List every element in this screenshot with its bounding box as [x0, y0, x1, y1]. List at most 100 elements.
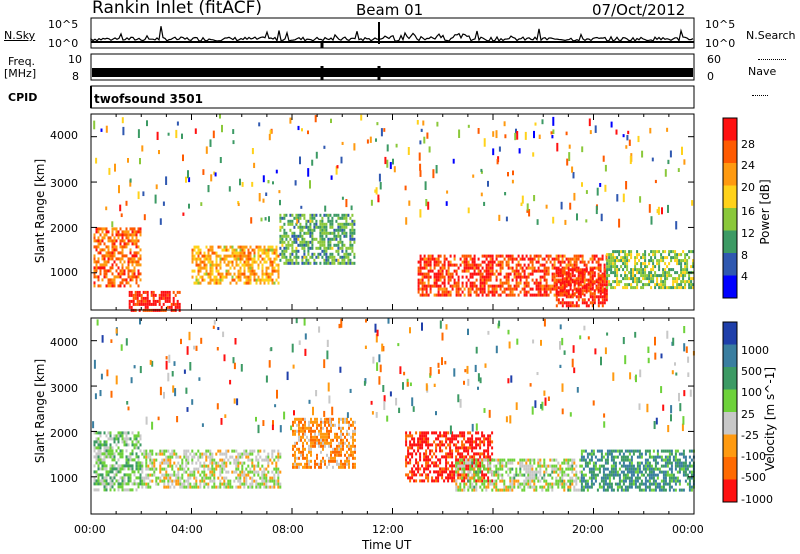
power-echo-cell	[525, 266, 528, 270]
power-echo-cell	[160, 290, 163, 294]
power-echo-cell	[569, 263, 572, 267]
velocity-echo-cell	[495, 467, 498, 471]
power-echo-cell	[541, 263, 544, 267]
velocity-echo-cell	[227, 470, 230, 474]
power-echo-cell	[419, 263, 422, 267]
velocity-echo-cell	[217, 461, 220, 465]
power-echo-cell	[567, 274, 570, 278]
power-echo-cell	[245, 254, 248, 258]
power-echo-cell	[168, 293, 171, 297]
power-echo-cell	[211, 272, 214, 276]
power-echo-cell	[425, 290, 428, 294]
power-sparse-echo	[538, 134, 541, 139]
velocity-echo-cell	[503, 488, 506, 492]
power-echo-cell	[654, 286, 657, 290]
velocity-echo-cell	[229, 479, 232, 483]
power-sparse-echo	[656, 209, 659, 214]
power-echo-cell	[125, 245, 128, 249]
power-echo-cell	[597, 257, 600, 261]
power-echo-cell	[233, 251, 236, 255]
velocity-echo-cell	[209, 449, 212, 453]
power-echo-cell	[618, 259, 621, 263]
power-echo-cell	[429, 263, 432, 267]
power-echo-cell	[427, 263, 430, 267]
power-echo-cell	[353, 237, 356, 241]
velocity-echo-cell	[181, 467, 184, 471]
velocity-echo-cell	[141, 467, 144, 471]
power-echo-cell	[195, 278, 198, 282]
velocity-echo-cell	[294, 417, 296, 421]
power-echo-cell	[429, 290, 432, 294]
power-echo-cell	[327, 237, 330, 241]
power-echo-cell	[235, 260, 238, 264]
power-sparse-echo	[158, 150, 160, 155]
power-echo-cell	[215, 269, 218, 273]
power-echo-cell	[129, 275, 132, 279]
power-cbar-tick-24: 24	[741, 159, 755, 172]
velocity-echo-cell	[487, 446, 490, 450]
power-echo-cell	[439, 254, 442, 258]
power-echo-cell	[229, 281, 232, 285]
velocity-echo-cell	[459, 467, 462, 471]
power-echo-cell	[571, 257, 574, 261]
power-echo-cell	[587, 289, 590, 293]
power-echo-cell	[654, 283, 657, 287]
power-echo-cell	[439, 293, 442, 297]
velocity-echo-cell	[539, 485, 542, 489]
power-echo-cell	[337, 258, 340, 262]
power-echo-cell	[101, 266, 104, 270]
velocity-echo-cell	[525, 464, 528, 468]
velocity-echo-cell	[141, 479, 144, 483]
velocity-echo-cell	[501, 461, 504, 465]
power-echo-cell	[443, 266, 446, 270]
power-echo-cell	[493, 287, 496, 291]
power-sparse-echo	[258, 122, 261, 127]
power-echo-cell	[529, 293, 532, 297]
velocity-echo-cell	[169, 455, 172, 459]
velocity-ytick-2000: 2000	[50, 427, 78, 440]
power-echo-cell	[132, 296, 135, 300]
velocity-echo-cell	[123, 473, 126, 477]
power-echo-cell	[599, 277, 602, 281]
power-echo-cell	[638, 280, 641, 284]
power-echo-cell	[599, 274, 602, 278]
power-echo-cell	[433, 278, 436, 282]
power-sparse-echo	[392, 158, 394, 165]
velocity-echo-cell	[149, 452, 152, 456]
power-echo-cell	[591, 295, 594, 299]
power-echo-cell	[423, 275, 426, 279]
velocity-echo-cell	[455, 449, 458, 453]
power-echo-cell	[138, 299, 141, 303]
power-echo-cell	[351, 228, 354, 232]
power-echo-cell	[487, 272, 490, 276]
velocity-echo-cell	[310, 441, 312, 445]
power-echo-cell	[253, 251, 256, 255]
velocity-echo-cell	[505, 488, 508, 492]
power-echo-cell	[295, 237, 298, 241]
velocity-echo-cell	[477, 437, 480, 441]
power-echo-cell	[680, 286, 683, 290]
power-echo-cell	[247, 266, 250, 270]
velocity-echo-cell	[487, 479, 490, 483]
velocity-echo-cell	[155, 458, 158, 462]
power-echo-cell	[417, 260, 420, 264]
power-echo-cell	[427, 275, 430, 279]
velocity-echo-cell	[326, 426, 328, 430]
power-echo-cell	[269, 260, 272, 264]
power-echo-cell	[279, 216, 282, 220]
velocity-echo-cell	[105, 464, 108, 468]
velocity-echo-cell	[425, 437, 428, 441]
velocity-echo-cell	[481, 476, 484, 480]
power-echo-cell	[249, 254, 252, 258]
power-echo-cell	[152, 302, 155, 306]
power-sparse-echo	[654, 179, 657, 184]
velocity-echo-cell	[447, 452, 450, 456]
power-echo-cell	[331, 222, 334, 226]
power-echo-cell	[191, 257, 194, 261]
power-echo-cell	[507, 257, 510, 261]
power-echo-cell	[688, 277, 691, 281]
velocity-echo-cell	[411, 467, 414, 471]
velocity-echo-cell	[328, 417, 330, 421]
velocity-echo-cell	[455, 470, 458, 474]
velocity-echo-cell	[338, 435, 340, 439]
